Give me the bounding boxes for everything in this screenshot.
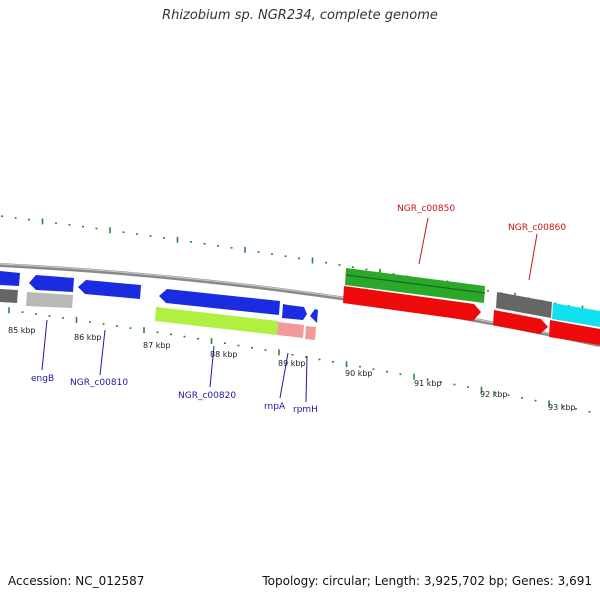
map-title: Rhizobium sp. NGR234, complete genome	[162, 8, 438, 23]
tick-label-91kbp: 91 kbp	[414, 379, 442, 388]
gene-label-NGR_c00850[interactable]: NGR_c00850	[397, 204, 455, 214]
tick-label-87kbp: 87 kbp	[143, 341, 171, 350]
accession-text: Accession: NC_012587	[8, 574, 145, 588]
label-leaders	[41, 217, 538, 403]
gene-feature-rpmH[interactable]	[310, 309, 318, 323]
inner-scale-ring	[8, 307, 591, 413]
gene-feature-NGR_c00860-gray[interactable]	[496, 292, 552, 318]
rna-feature-NGR_c00820[interactable]	[155, 307, 278, 335]
tick-label-90kbp: 90 kbp	[345, 369, 373, 378]
tick-label-85kbp: 85 kbp	[8, 326, 36, 335]
gene-feature-NGR_c00810[interactable]	[78, 280, 141, 299]
gene-feature-left-edge[interactable]	[0, 271, 20, 286]
gene-feature-engB[interactable]	[29, 275, 74, 292]
tick-label-86kbp: 86 kbp	[74, 333, 102, 342]
rna-feature-rnpA[interactable]	[277, 322, 304, 338]
gene-feature-left-edge-gray[interactable]	[0, 289, 18, 303]
gene-feature-NGR_c00850-red[interactable]	[343, 286, 481, 321]
gene-feature-cyan[interactable]	[552, 303, 600, 327]
gene-feature-right-edge-red[interactable]	[549, 320, 600, 345]
gene-feature-NGR_c00850[interactable]	[345, 268, 485, 303]
gene-feature-NGR_c00860[interactable]	[493, 310, 548, 334]
gene-label-rpmH[interactable]: rpmH	[293, 405, 318, 415]
feature-track	[0, 268, 600, 345]
genome-summary-text: Topology: circular; Length: 3,925,702 bp…	[262, 574, 592, 588]
tick-label-92kbp: 92 kbp	[480, 390, 508, 399]
gene-feature-NGR_c00820[interactable]	[159, 289, 280, 315]
tick-label-88kbp: 88 kbp	[210, 350, 238, 359]
gene-label-NGR_c00810[interactable]: NGR_c00810	[70, 378, 128, 388]
tick-label-93kbp: 93 kbp	[548, 403, 576, 412]
gene-label-rnpA[interactable]: rnpA	[264, 402, 286, 412]
gene-label-NGR_c00820[interactable]: NGR_c00820	[178, 391, 236, 401]
tick-label-89kbp: 89 kbp	[278, 359, 306, 368]
gene-feature-engB-gray[interactable]	[26, 292, 73, 308]
gene-label-NGR_c00860[interactable]: NGR_c00860	[508, 223, 566, 233]
outer-scale-ring	[1, 215, 597, 313]
gene-label-engB[interactable]: engB	[31, 374, 54, 384]
rna-feature-rpmH[interactable]	[305, 326, 316, 340]
gene-feature-rnpA[interactable]	[282, 304, 307, 320]
